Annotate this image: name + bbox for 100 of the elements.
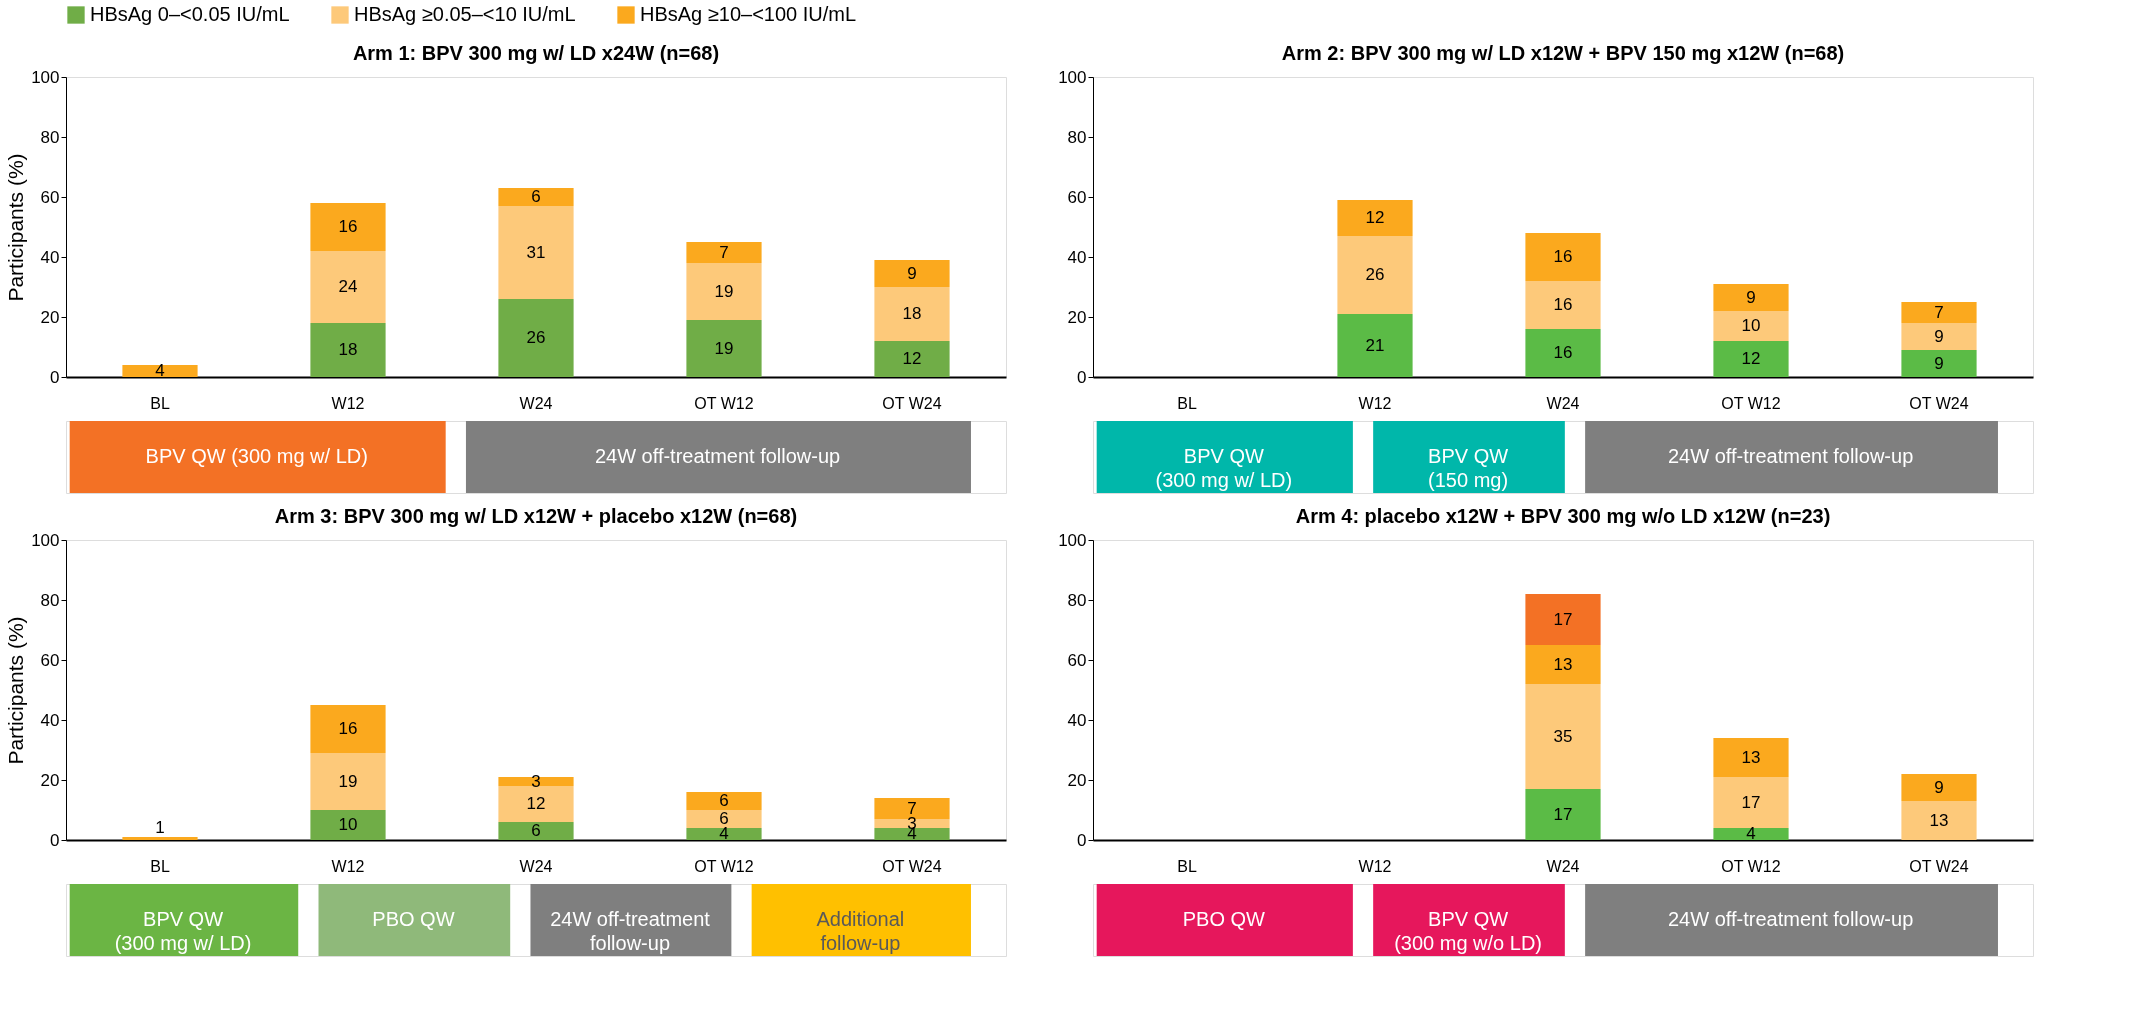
y-tick-label: 20	[40, 770, 60, 790]
y-tick-label: 80	[1067, 590, 1087, 610]
data-label: 7	[719, 242, 729, 262]
bar	[874, 798, 950, 819]
bar	[874, 819, 950, 828]
x-tick-label: W12	[331, 857, 365, 875]
x-tick-label: OT W12	[694, 857, 754, 875]
y-tick-label: 100	[31, 67, 60, 87]
x-tick-label: OT W24	[1909, 394, 1969, 412]
data-label: 4	[1746, 824, 1756, 843]
data-label: 10	[1741, 316, 1761, 335]
data-label: 6	[719, 791, 729, 810]
bar	[1525, 684, 1601, 789]
bar	[1525, 645, 1601, 684]
data-label: 6	[531, 821, 541, 840]
y-tick-label: 80	[40, 127, 60, 147]
data-label: 9	[1934, 353, 1944, 373]
data-label: 10	[338, 815, 358, 834]
bar	[498, 786, 574, 822]
chart-title: Arm 2: BPV 300 mg w/ LD x12W + BPV 150 mg x12W (n=68)	[1281, 42, 1845, 64]
data-label: 13	[1929, 810, 1949, 830]
data-label: 6	[531, 187, 541, 206]
y-tick-label: 60	[40, 650, 60, 670]
data-label: 19	[714, 281, 734, 301]
bar	[1901, 774, 1977, 801]
y-tick-label: 60	[40, 187, 60, 207]
bar	[1713, 828, 1789, 840]
text: BPV QW (300 mg w/ LD)	[114, 908, 252, 954]
data-label: 12	[526, 794, 546, 813]
y-tick-label: 100	[31, 530, 60, 550]
y-tick-label: 80	[40, 590, 60, 610]
text: BPV QW (150 mg)	[1428, 445, 1509, 491]
y-tick-label: 100	[1058, 530, 1087, 550]
data-label: 13	[1741, 747, 1761, 767]
data-label: 35	[1553, 726, 1573, 746]
bar	[1337, 236, 1413, 314]
data-label: 16	[1553, 295, 1573, 314]
data-label: 9	[907, 263, 917, 283]
data-label: 31	[526, 242, 546, 262]
data-label: 16	[338, 217, 358, 236]
bar	[1525, 233, 1601, 281]
x-tick-label: OT W12	[1721, 394, 1781, 412]
bar	[686, 263, 762, 320]
x-tick-label: OT W24	[1909, 857, 1969, 875]
bar	[498, 299, 574, 377]
x-tick-label: OT W12	[1721, 857, 1781, 875]
y-tick-label: 0	[50, 367, 60, 387]
legend-label: HBsAg ≥10–<100 IU/mL	[640, 3, 857, 25]
y-tick-label: 0	[50, 830, 60, 850]
bar	[1901, 302, 1977, 323]
x-tick-label: W12	[1358, 857, 1392, 875]
bar	[686, 828, 762, 840]
x-tick-label: BL	[150, 394, 170, 412]
data-label: 16	[338, 719, 358, 738]
bar	[1337, 200, 1413, 236]
bar	[1901, 323, 1977, 350]
bar	[686, 810, 762, 828]
data-label: 1	[155, 818, 165, 837]
bar	[1525, 329, 1601, 377]
chart-title: Arm 4: placebo x12W + BPV 300 mg w/o LD x12W (n=23)	[1295, 505, 1831, 527]
x-tick-label: OT W24	[882, 394, 942, 412]
y-tick-label: 20	[1067, 307, 1087, 327]
y-tick-label: 20	[1067, 770, 1087, 790]
x-tick-label: W24	[519, 394, 553, 412]
bar	[686, 792, 762, 810]
bar	[310, 203, 386, 251]
bar	[1337, 314, 1413, 377]
data-label: 26	[1365, 265, 1385, 284]
text: 24W off-treatment follow-up	[594, 445, 841, 467]
bar	[1713, 777, 1789, 828]
bar	[310, 323, 386, 377]
bar	[1713, 284, 1789, 311]
bar	[874, 287, 950, 341]
text: PBO QW	[372, 908, 455, 930]
x-tick-label: W24	[1546, 394, 1580, 412]
bar	[310, 810, 386, 840]
y-tick-label: 60	[1067, 650, 1087, 670]
data-label: 16	[1553, 343, 1573, 362]
data-label: 3	[531, 771, 541, 791]
data-label: 17	[1553, 804, 1573, 824]
data-label: 4	[155, 361, 165, 380]
legend-label: HBsAg ≥0.05–<10 IU/mL	[354, 3, 576, 25]
data-label: 19	[714, 338, 734, 358]
y-tick-label: 0	[1077, 367, 1087, 387]
data-label: 13	[1553, 654, 1573, 674]
data-label: 9	[1934, 777, 1944, 797]
bar	[498, 822, 574, 840]
data-label: 21	[1365, 335, 1385, 355]
text: BPV QW (300 mg w/ LD)	[145, 445, 368, 467]
data-label: 16	[1553, 247, 1573, 266]
y-tick-label: 80	[1067, 127, 1087, 147]
data-label: 18	[338, 340, 358, 359]
data-label: 18	[902, 304, 922, 323]
bar	[1901, 350, 1977, 377]
y-tick-label: 40	[1067, 710, 1087, 730]
data-label: 19	[338, 771, 358, 791]
y-axis-title: Participants (%)	[4, 616, 28, 765]
y-tick-label: 0	[1077, 830, 1087, 850]
text: PBO QW	[1182, 908, 1266, 930]
text: 24W off-treatment follow-up	[550, 908, 711, 954]
